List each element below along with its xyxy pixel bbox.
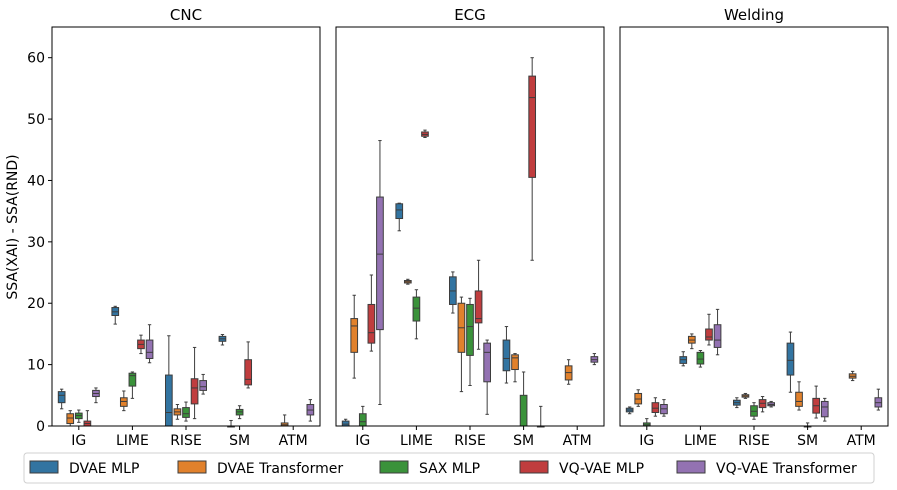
x-tick-label: RISE: [738, 433, 770, 449]
box-dvae-mlp: [395, 203, 404, 220]
box-dvae-mlp: [165, 374, 173, 427]
x-tick-label: SM: [229, 433, 250, 449]
legend-frame: [23, 452, 875, 484]
y-tick-label: 50: [27, 112, 45, 128]
panel-title: Welding: [724, 6, 784, 24]
box-vq-vae-mlp: [367, 303, 376, 344]
box-vq-vae-mlp: [474, 290, 483, 324]
box-dvae-mlp: [57, 391, 66, 404]
box-dvae-transformer: [795, 391, 803, 407]
legend-swatch: [379, 460, 409, 474]
box-sax-mlp: [182, 407, 190, 418]
legend-label: VQ-VAE Transformer: [716, 461, 857, 477]
legend-swatch: [676, 460, 706, 474]
panel-frame: [51, 26, 321, 427]
x-tick-label: SM: [513, 433, 534, 449]
box-vq-vae-transformer: [713, 324, 722, 348]
panel-title: ECG: [454, 6, 486, 24]
y-tick-label: 60: [27, 51, 45, 67]
box-dvae-transformer: [511, 354, 519, 371]
x-tick-label: RISE: [454, 433, 486, 449]
legend-label: SAX MLP: [419, 461, 480, 477]
y-tick-label: 0: [36, 419, 45, 435]
box-vq-vae-mlp: [651, 402, 660, 413]
box-vq-vae-mlp: [244, 359, 253, 386]
x-tick-label: ATM: [847, 433, 876, 449]
box-dvae-mlp: [341, 420, 350, 427]
box-sax-mlp: [128, 372, 137, 387]
box-dvae-transformer: [119, 397, 128, 407]
y-tick-label: 10: [27, 358, 45, 374]
legend-swatch: [29, 460, 59, 474]
panel-cnc: CNC IG LIME RISE SM ATM: [51, 6, 321, 449]
box-sax-mlp: [358, 413, 367, 427]
legend-label: VQ-VAE MLP: [559, 461, 644, 477]
y-tick-label: 30: [27, 235, 45, 251]
x-tick-label: IG: [639, 433, 654, 449]
box-vq-vae-transformer: [145, 339, 154, 359]
x-tick-label: LIME: [400, 433, 433, 449]
legend-swatch: [177, 460, 207, 474]
panel-frame: [619, 26, 889, 427]
panel-ecg: ECG IG LIME RISE SM ATM: [335, 6, 605, 449]
x-tick-label: LIME: [684, 433, 717, 449]
y-axis-label: SSA(XAI) - SSA(RND): [5, 154, 21, 299]
x-tick-label: ATM: [563, 433, 592, 449]
panel-title: CNC: [170, 6, 202, 24]
box-vq-vae-transformer: [820, 400, 829, 418]
x-tick-label: SM: [797, 433, 818, 449]
x-tick-label: ATM: [279, 433, 308, 449]
legend-swatch: [519, 460, 549, 474]
box-dvae-transformer: [350, 318, 359, 353]
legend-label: DVAE MLP: [69, 461, 139, 477]
box-sax-mlp: [412, 296, 421, 322]
box-vq-vae-transformer: [199, 380, 207, 391]
box-vq-vae-mlp: [190, 378, 199, 405]
box-vq-vae-transformer: [376, 196, 384, 331]
box-dvae-transformer: [66, 413, 75, 425]
box-vq-vae-mlp: [705, 328, 713, 341]
x-tick-label: IG: [71, 433, 86, 449]
panel-welding: Welding IG LIME RISE SM ATM: [619, 6, 889, 449]
box-vq-vae-transformer: [483, 342, 491, 383]
x-tick-label: LIME: [116, 433, 149, 449]
box-dvae-mlp: [502, 339, 511, 372]
y-tick-label: 20: [27, 296, 45, 312]
x-tick-label: IG: [355, 433, 370, 449]
box-vq-vae-mlp: [528, 75, 537, 178]
y-tick-label: 40: [27, 173, 45, 189]
box-sax-mlp: [696, 351, 705, 365]
legend: DVAE MLP DVAE Transformer SAX MLP VQ-VAE ML…: [23, 452, 875, 484]
x-tick-label: RISE: [170, 433, 202, 449]
box-sax-mlp: [519, 394, 528, 427]
box-dvae-mlp: [786, 342, 795, 376]
box-sax-mlp: [466, 303, 474, 356]
legend-label: DVAE Transformer: [217, 461, 343, 477]
